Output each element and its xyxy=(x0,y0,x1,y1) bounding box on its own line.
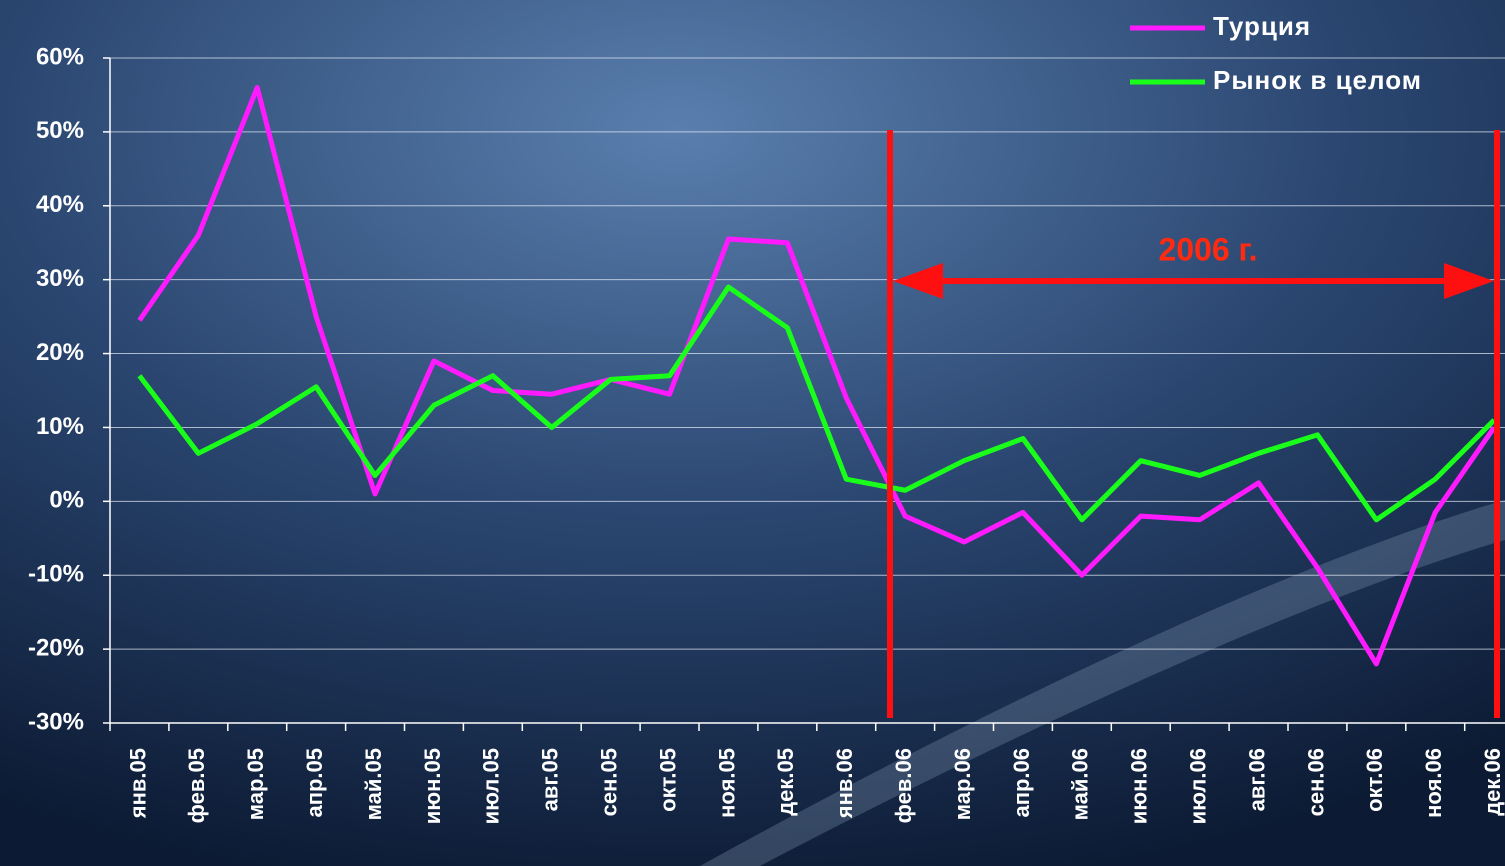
y-tick-label: 0% xyxy=(49,487,84,514)
x-tick-label: май.06 xyxy=(1068,748,1093,820)
legend-label: Рынок в целом xyxy=(1213,65,1422,95)
x-tick-label: июн.06 xyxy=(1127,748,1152,824)
x-tick-label: ноя.05 xyxy=(714,748,739,818)
series-line xyxy=(137,284,1496,523)
arrow-head-left xyxy=(893,263,943,299)
y-tick-label: -10% xyxy=(28,561,84,588)
x-tick-label: сен.06 xyxy=(1303,748,1328,816)
x-tick-label: янв.05 xyxy=(125,748,150,819)
annotation: 2006 г. xyxy=(1158,231,1257,267)
x-tick-label: дек.06 xyxy=(1480,748,1505,816)
x-tick-label: июл.06 xyxy=(1185,748,1210,824)
x-tick-label: сен.05 xyxy=(596,748,621,816)
x-tick-label: фев.05 xyxy=(184,748,209,823)
x-tick-label: окт.06 xyxy=(1362,748,1387,812)
y-tick-label: 10% xyxy=(36,413,84,440)
arrow-head-right xyxy=(1444,263,1494,299)
x-tick-label: фев.06 xyxy=(891,748,916,823)
plot-area: -30% -20% -10% 0% 10% 20% 30% 40% 50% 60% янв.05 фе… xyxy=(28,43,1505,824)
x-tick-label: ноя.06 xyxy=(1421,748,1446,818)
x-tick-label: июн.05 xyxy=(420,748,445,824)
legend-label: Турция xyxy=(1213,11,1311,41)
y-tick-label: 20% xyxy=(36,339,84,366)
x-tick-label: апр.05 xyxy=(302,748,327,818)
y-tick-label: -20% xyxy=(28,634,84,661)
x-tick-label: авг.05 xyxy=(538,748,563,811)
x-tick-label: окт.05 xyxy=(655,748,680,812)
x-tick-label: мар.06 xyxy=(950,748,975,820)
y-tick-label: 60% xyxy=(36,43,84,70)
x-tick-label: дек.05 xyxy=(773,748,798,816)
x-tick-label: апр.06 xyxy=(1009,748,1034,818)
x-tick-label: авг.06 xyxy=(1244,748,1269,811)
x-tick-label: янв.06 xyxy=(832,748,857,819)
x-tick-label: май.05 xyxy=(361,748,386,820)
y-tick-label: 40% xyxy=(36,191,84,218)
x-tick-label: июл.05 xyxy=(479,748,504,824)
y-tick-label: 30% xyxy=(36,265,84,292)
x-tick-label: мар.05 xyxy=(243,748,268,820)
y-tick-label: -30% xyxy=(28,708,84,735)
y-tick-label: 50% xyxy=(36,117,84,144)
background-swoosh xyxy=(700,500,1505,866)
